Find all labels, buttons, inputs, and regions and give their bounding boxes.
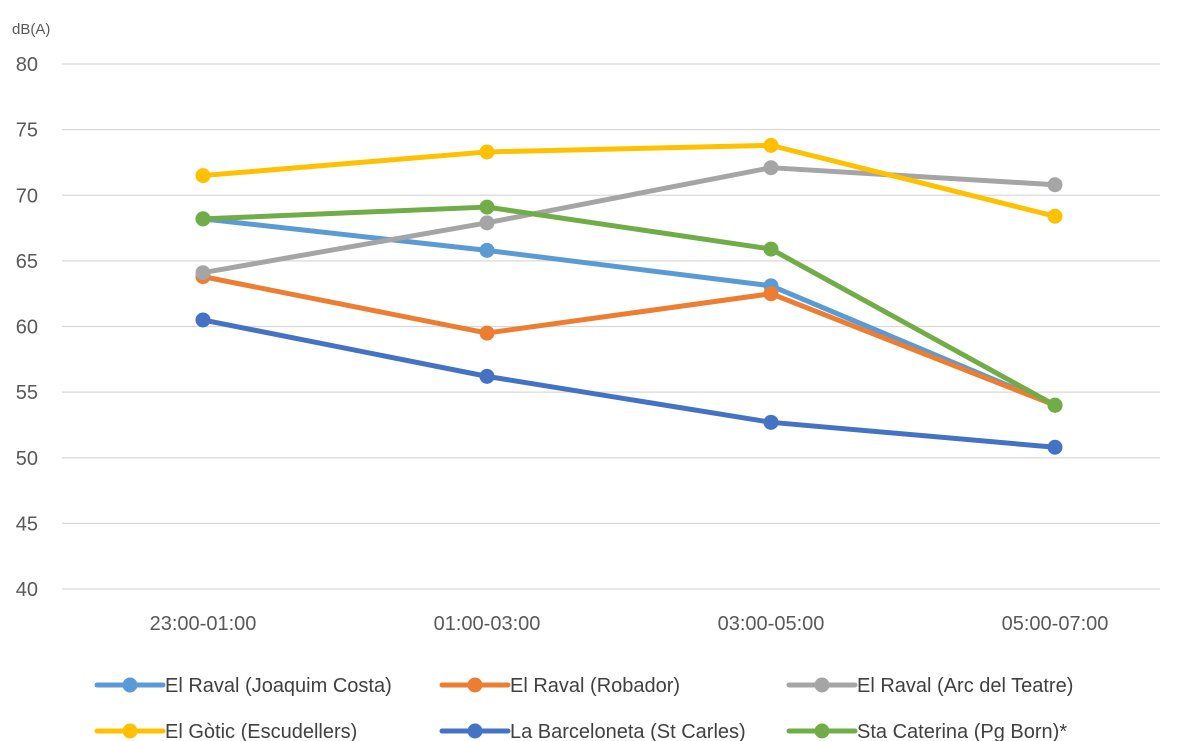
series-2 [195,269,1063,413]
y-tick-label: 40 [16,579,38,601]
data-point [1047,177,1063,193]
series-3 [195,160,1063,281]
data-point [763,241,779,257]
y-axis-title: dB(A) [12,21,50,38]
series-line [200,204,1058,408]
data-point [479,242,495,258]
series-5 [195,312,1063,455]
series-lines [195,137,1063,455]
legend-label: El Raval (Arc del Teatre) [857,675,1073,697]
legend-label: El Raval (Robador) [510,675,680,697]
y-tick-label: 80 [16,54,38,76]
legend-item: La Barceloneta (St Carles) [439,721,746,741]
legend-item: El Raval (Joaquim Costa) [94,675,392,697]
y-tick-label: 45 [16,513,38,535]
legend-label: Sta Caterina (Pg Born)* [857,721,1067,741]
data-point [479,215,495,231]
legend-swatch-marker [122,723,138,739]
legend: El Raval (Joaquim Costa) El Raval (Robado… [94,675,1073,741]
y-tick-label: 70 [16,185,38,207]
legend-item: El Gòtic (Escudellers) [94,721,357,741]
data-point [763,286,779,302]
y-tick-label: 55 [16,382,38,404]
y-tick-label: 75 [16,120,38,142]
x-tick-label: 05:00-07:00 [1002,613,1109,635]
series-6 [195,199,1063,413]
data-point [195,168,211,184]
legend-label: La Barceloneta (St Carles) [510,721,746,741]
legend-swatch-marker [467,677,483,693]
data-point [763,414,779,430]
series-line [200,317,1058,450]
data-point [479,199,495,215]
data-point [479,144,495,160]
data-point [1047,439,1063,455]
y-tick-label: 50 [16,448,38,470]
data-point [763,137,779,153]
data-point [195,265,211,281]
legend-label: El Gòtic (Escudellers) [165,721,357,741]
data-point [195,312,211,328]
y-tick-label: 65 [16,251,38,273]
data-point [195,211,211,227]
data-point [479,368,495,384]
series-line [200,165,1058,276]
series-line [200,216,1058,408]
legend-label: El Raval (Joaquim Costa) [165,675,392,697]
legend-swatch-marker [467,723,483,739]
legend-swatch-marker [814,677,830,693]
x-tick-label: 03:00-05:00 [718,613,825,635]
legend-swatch-marker [814,723,830,739]
data-point [1047,397,1063,413]
x-tick-label: 01:00-03:00 [434,613,541,635]
legend-item: Sta Caterina (Pg Born)* [786,721,1067,741]
y-tick-label: 60 [16,317,38,339]
x-tick-label: 23:00-01:00 [150,613,257,635]
series-line [200,142,1058,219]
legend-item: El Raval (Arc del Teatre) [786,675,1073,697]
y-axis: 40 45 50 55 60 65 70 75 80 [16,54,38,601]
series-line [200,274,1058,408]
data-point [1047,208,1063,224]
legend-swatch-marker [122,677,138,693]
x-axis: 23:00-01:00 01:00-03:00 03:00-05:00 05:00-0… [150,613,1109,635]
data-point [763,160,779,176]
data-point [479,325,495,341]
series-4 [195,137,1063,224]
legend-item: El Raval (Robador) [439,675,680,697]
